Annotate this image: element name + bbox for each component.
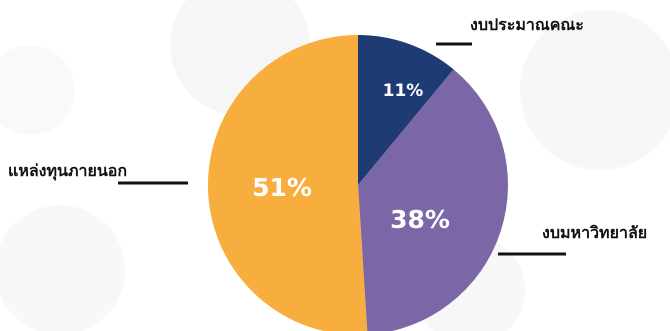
slice-category-label: งบประมาณคณะ: [470, 15, 584, 34]
slice-value-label: 51%: [252, 173, 312, 202]
slice-value-label: 38%: [390, 205, 450, 234]
slice-category-label: งบมหาวิทยาลัย: [542, 223, 647, 242]
pie-slice-1: [358, 69, 508, 331]
pie-slices: [208, 35, 508, 331]
slice-value-label: 11%: [383, 81, 424, 101]
slice-category-label: แหล่งทุนภายนอก: [8, 161, 127, 181]
pie-slice-0: [358, 35, 454, 185]
pie-slice-2: [208, 35, 368, 331]
